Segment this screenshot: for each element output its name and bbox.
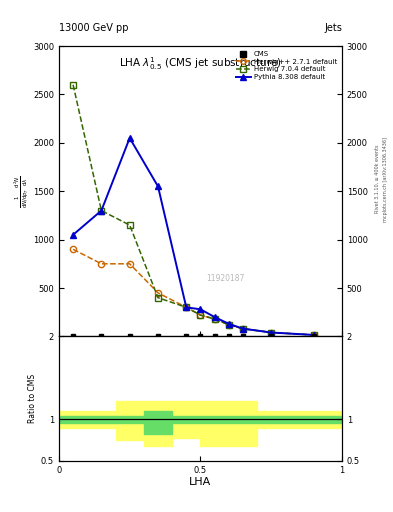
Herwig 7.0.4 default [226,322,231,328]
Text: mcplots.cern.ch [arXiv:1306.3436]: mcplots.cern.ch [arXiv:1306.3436] [383,137,387,222]
Pythia 8.308 default [198,306,203,312]
Line: Pythia 8.308 default: Pythia 8.308 default [70,135,317,338]
Y-axis label: Ratio to CMS: Ratio to CMS [28,374,37,423]
Herwig++ 2.7.1 default [311,332,316,338]
Text: 11920187: 11920187 [206,274,244,283]
Pythia 8.308 default [156,183,160,189]
Herwig++ 2.7.1 default [156,290,160,296]
Text: 13000 GeV pp: 13000 GeV pp [59,23,129,33]
Line: Herwig 7.0.4 default: Herwig 7.0.4 default [70,81,317,338]
Herwig 7.0.4 default [269,329,274,335]
Text: Rivet 3.1.10, ≥ 400k events: Rivet 3.1.10, ≥ 400k events [375,145,380,214]
Herwig++ 2.7.1 default [212,316,217,322]
Pythia 8.308 default [71,232,75,238]
Herwig 7.0.4 default [212,316,217,322]
Herwig 7.0.4 default [198,312,203,318]
Pythia 8.308 default [99,207,104,214]
Herwig 7.0.4 default [71,82,75,88]
Herwig 7.0.4 default [127,222,132,228]
Pythia 8.308 default [127,135,132,141]
Line: Herwig++ 2.7.1 default: Herwig++ 2.7.1 default [70,246,317,338]
Herwig++ 2.7.1 default [241,326,245,332]
Text: Jets: Jets [324,23,342,33]
Pythia 8.308 default [184,304,189,310]
Herwig 7.0.4 default [184,304,189,310]
Herwig 7.0.4 default [241,326,245,332]
Pythia 8.308 default [269,329,274,335]
Herwig 7.0.4 default [156,294,160,301]
Pythia 8.308 default [226,321,231,327]
Herwig++ 2.7.1 default [269,329,274,335]
Pythia 8.308 default [241,326,245,332]
Y-axis label: $\frac{1}{\mathrm{d}N/\mathrm{d}p_T}\,\frac{\mathrm{d}^2 N}{\mathrm{d}\lambda}$: $\frac{1}{\mathrm{d}N/\mathrm{d}p_T}\,\f… [12,175,30,207]
Herwig++ 2.7.1 default [184,304,189,310]
Herwig++ 2.7.1 default [198,312,203,318]
Herwig++ 2.7.1 default [127,261,132,267]
Pythia 8.308 default [311,332,316,338]
Herwig 7.0.4 default [311,332,316,338]
Text: LHA $\lambda^{1}_{0.5}$ (CMS jet substructure): LHA $\lambda^{1}_{0.5}$ (CMS jet substru… [119,55,282,72]
Herwig++ 2.7.1 default [99,261,104,267]
Herwig++ 2.7.1 default [226,322,231,328]
X-axis label: LHA: LHA [189,477,211,487]
Herwig++ 2.7.1 default [71,246,75,252]
Herwig 7.0.4 default [99,207,104,214]
Pythia 8.308 default [212,314,217,320]
Legend: CMS, Herwig++ 2.7.1 default, Herwig 7.0.4 default, Pythia 8.308 default: CMS, Herwig++ 2.7.1 default, Herwig 7.0.… [234,50,338,81]
